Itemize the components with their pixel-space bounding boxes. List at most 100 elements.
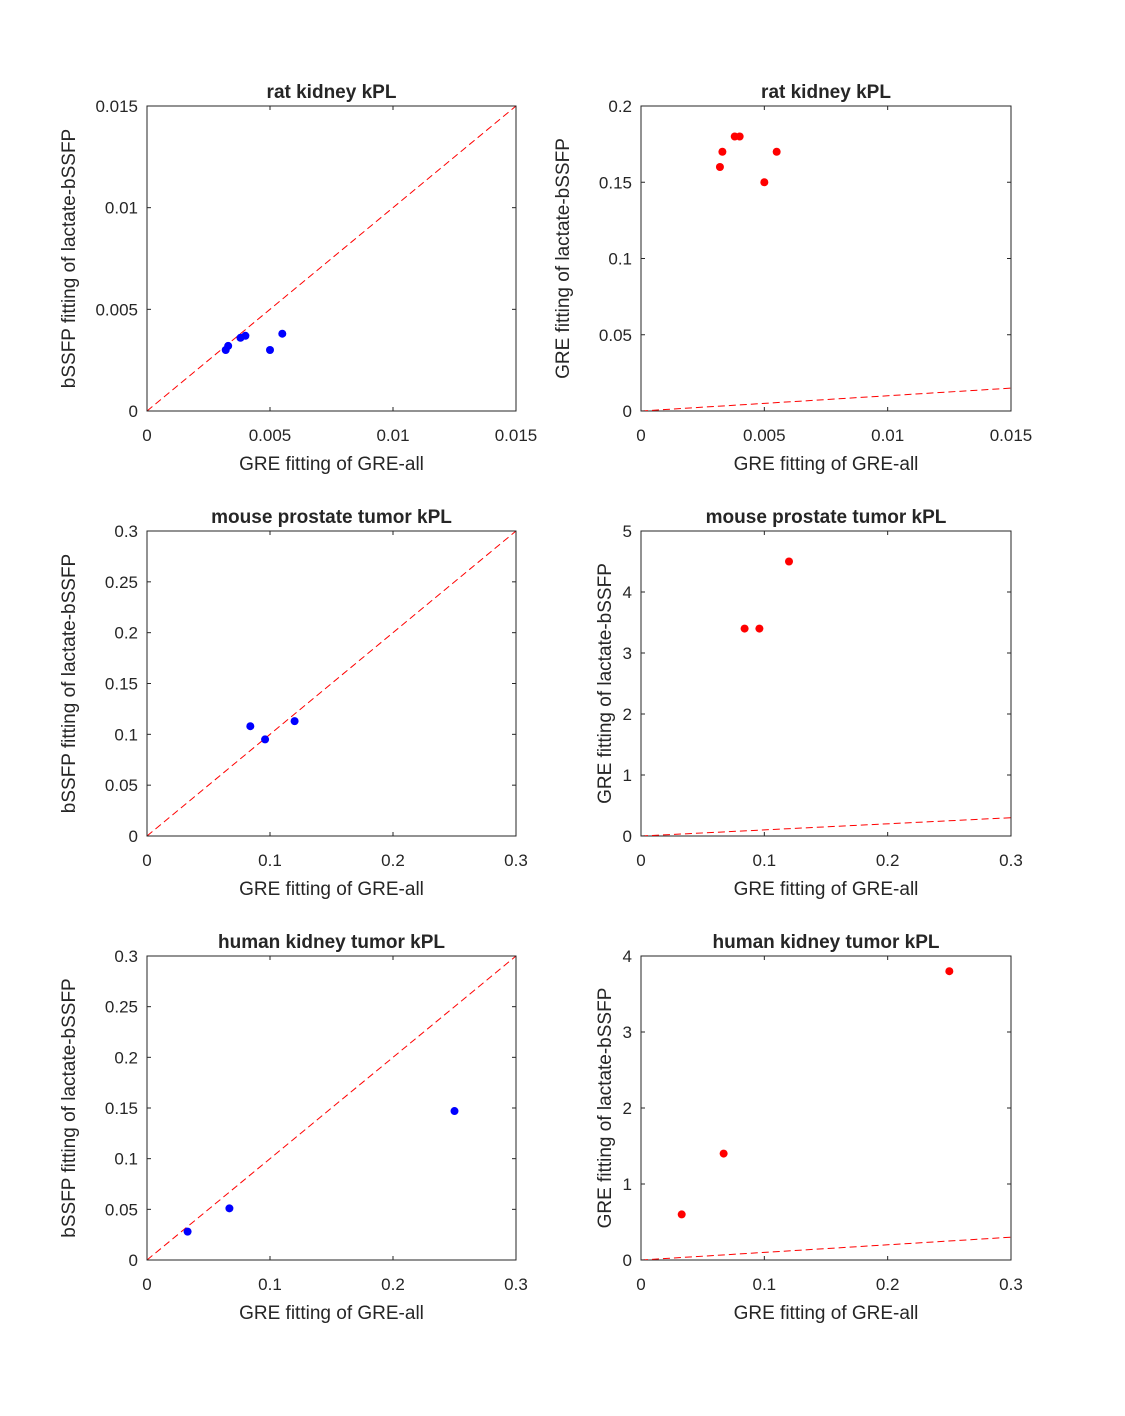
x-axis-label: GRE fitting of GRE-all — [239, 454, 424, 475]
chart-title: mouse prostate tumor kPL — [211, 507, 452, 528]
data-point — [225, 1204, 234, 1213]
data-point — [224, 341, 233, 350]
axes-box — [146, 105, 517, 412]
chart-title: rat kidney kPL — [761, 82, 891, 103]
reference-line — [641, 817, 1011, 836]
y-tick-label: 1 — [623, 766, 632, 785]
x-tick-label: 0.1 — [258, 1275, 282, 1294]
axes-box — [640, 530, 1012, 837]
x-tick-label: 0 — [636, 1275, 645, 1294]
y-tick-label: 0.1 — [608, 250, 632, 269]
y-axis-label: GRE fitting of lactate-bSSFP — [595, 563, 616, 804]
y-tick-label: 3 — [623, 1023, 632, 1042]
data-point — [266, 346, 274, 354]
data-point — [785, 557, 793, 566]
y-tick-label: 0 — [129, 1251, 138, 1270]
y-tick-label: 0.2 — [114, 624, 138, 643]
x-tick-label: 0.005 — [249, 426, 292, 445]
data-point — [246, 722, 255, 731]
y-tick-label: 0.2 — [114, 1048, 138, 1067]
chart-panel-3: 0 0.1 0.2 0.3 0 0.05 0.1 0.15 0.2 0.25 0.3 mouse pr… — [59, 507, 528, 900]
y-tick-label: 0.3 — [114, 947, 138, 966]
data-point — [735, 132, 744, 141]
y-tick-label: 2 — [623, 1099, 632, 1118]
data-point — [718, 147, 727, 156]
y-axis-label: bSSFP fitting of lactate-bSSFP — [59, 978, 80, 1237]
x-tick-label: 0.2 — [381, 1275, 405, 1294]
chart-panel-1: 0 0.005 0.01 0.015 0 0.005 0.01 0.015 rat kidney… — [59, 82, 537, 475]
data-point — [241, 331, 250, 340]
data-point — [290, 717, 299, 726]
x-tick-label: 0.015 — [990, 426, 1033, 445]
chart-panel-4: 0 0.1 0.2 0.3 0 1 2 3 4 5 mouse prostate tumor kPL… — [595, 507, 1023, 900]
y-tick-label: 0 — [623, 827, 632, 846]
data-point — [450, 1107, 459, 1116]
y-tick-label: 5 — [623, 522, 632, 541]
y-axis-label: GRE fitting of lactate-bSSFP — [595, 988, 616, 1229]
x-tick-label: 0.01 — [871, 426, 904, 445]
reference-line — [641, 1236, 1011, 1260]
data-point — [261, 735, 270, 744]
x-tick-label: 0 — [142, 1275, 151, 1294]
y-tick-label: 0 — [129, 402, 138, 421]
chart-panel-5: 0 0.1 0.2 0.3 0 0.05 0.1 0.15 0.2 0.25 0.3 human ki… — [59, 932, 528, 1324]
y-tick-label: 0.01 — [105, 199, 138, 218]
data-point — [760, 178, 769, 187]
y-tick-label: 0.15 — [105, 675, 138, 694]
x-tick-label: 0.005 — [743, 426, 786, 445]
x-tick-label: 0 — [142, 851, 151, 870]
y-axis-label: GRE fitting of lactate-bSSFP — [553, 138, 574, 379]
data-point — [183, 1227, 192, 1236]
x-axis-label: GRE fitting of GRE-all — [734, 454, 919, 475]
y-tick-label: 0 — [129, 827, 138, 846]
x-tick-label: 0.1 — [753, 851, 777, 870]
data-point — [278, 329, 287, 338]
x-tick-label: 0.015 — [495, 426, 538, 445]
y-tick-label: 0 — [623, 1251, 632, 1270]
y-tick-label: 4 — [623, 947, 632, 966]
x-tick-label: 0.3 — [504, 1275, 528, 1294]
y-tick-label: 0.15 — [599, 173, 632, 192]
x-axis-label: GRE fitting of GRE-all — [239, 879, 424, 900]
x-tick-label: 0 — [142, 426, 151, 445]
y-tick-label: 1 — [623, 1175, 632, 1194]
y-tick-label: 2 — [623, 705, 632, 724]
chart-panel-2: 0 0.005 0.01 0.015 0 0.05 0.1 0.15 0.2 rat kidney… — [553, 82, 1032, 475]
x-tick-label: 0.3 — [999, 1275, 1023, 1294]
x-tick-label: 0.1 — [258, 851, 282, 870]
y-tick-label: 0.25 — [105, 998, 138, 1017]
data-point — [715, 163, 724, 171]
reference-line — [147, 531, 516, 836]
x-tick-label: 0.1 — [753, 1275, 777, 1294]
chart-title: mouse prostate tumor kPL — [706, 507, 947, 528]
y-tick-label: 0.3 — [114, 522, 138, 541]
y-axis-label: bSSFP fitting of lactate-bSSFP — [59, 129, 80, 388]
y-tick-label: 0.015 — [95, 97, 138, 116]
y-tick-label: 4 — [623, 583, 632, 602]
x-tick-label: 0.01 — [376, 426, 409, 445]
y-tick-label: 0.2 — [608, 97, 632, 116]
y-tick-label: 0.05 — [599, 326, 632, 345]
y-axis-label: bSSFP fitting of lactate-bSSFP — [59, 554, 80, 813]
y-tick-label: 0.05 — [105, 776, 138, 795]
x-tick-label: 0.2 — [381, 851, 405, 870]
chart-panel-6: 0 0.1 0.2 0.3 0 1 2 3 4 human kidney tumor kPL GRE… — [595, 932, 1023, 1324]
chart-title: human kidney tumor kPL — [713, 932, 940, 953]
chart-title: human kidney tumor kPL — [218, 932, 445, 953]
data-point — [740, 624, 749, 633]
data-point — [772, 147, 781, 156]
x-tick-label: 0.2 — [876, 851, 900, 870]
x-tick-label: 0 — [636, 851, 645, 870]
x-axis-label: GRE fitting of GRE-all — [734, 1303, 919, 1324]
reference-line — [641, 387, 1011, 411]
data-point — [755, 624, 764, 633]
y-tick-label: 0.25 — [105, 573, 138, 592]
x-tick-label: 0.3 — [504, 851, 528, 870]
x-tick-label: 0 — [636, 426, 645, 445]
y-tick-label: 0.15 — [105, 1099, 138, 1118]
reference-line — [147, 106, 516, 411]
data-point — [945, 967, 954, 976]
y-tick-label: 3 — [623, 644, 632, 663]
x-tick-label: 0.2 — [876, 1275, 900, 1294]
